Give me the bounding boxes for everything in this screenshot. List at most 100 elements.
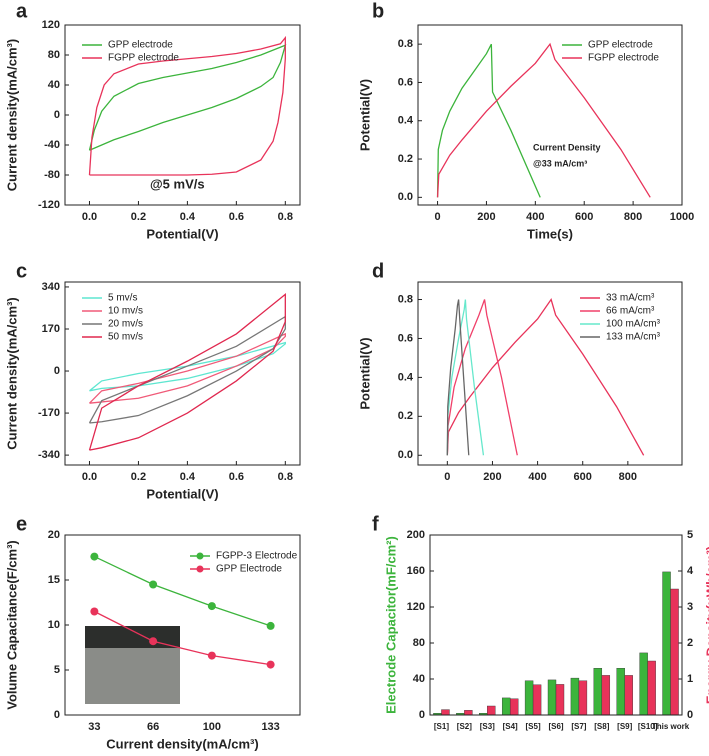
bar — [441, 709, 450, 716]
bar — [593, 668, 603, 716]
y2-tick-label: 3 — [687, 601, 693, 613]
y-tick-label: 10 — [48, 619, 60, 631]
x-tick-label: 400 — [526, 211, 544, 223]
y-axis-title: Electrode Capacitor(mF/cm²) — [383, 536, 398, 714]
y-tick-label: -120 — [38, 199, 60, 211]
panel-letter: c — [16, 260, 27, 282]
y-tick-label: 120 — [407, 601, 425, 613]
y-tick-label: 0.4 — [398, 371, 414, 383]
panel-letter: b — [372, 0, 384, 22]
series-line — [89, 332, 286, 404]
y-tick-label: 0.0 — [398, 449, 413, 461]
bar — [639, 652, 648, 716]
y-tick-label: 40 — [413, 673, 425, 685]
y-tick-label: 0.6 — [398, 332, 413, 344]
y-tick-label: 0.2 — [398, 153, 413, 165]
x-tick-label: [S10] — [638, 722, 658, 731]
x-tick-label: 600 — [575, 211, 593, 223]
x-tick-label: [S3] — [480, 722, 495, 731]
bar — [501, 697, 511, 716]
y-axis-title: Volume Capacitance(F/cm³) — [4, 540, 19, 710]
annotation: @5 mV/s — [150, 176, 205, 191]
x-tick-label: This work — [652, 722, 690, 731]
x-tick-label: 0.2 — [131, 211, 146, 223]
x-tick-label: 200 — [483, 471, 501, 483]
series-line — [446, 299, 470, 456]
y-tick-label: 0.8 — [398, 38, 413, 50]
x-tick-label: [S7] — [571, 722, 586, 731]
annotation: @33 mA/cm³ — [533, 158, 587, 168]
series-line — [94, 556, 271, 627]
legend-label: FGPP electrode — [108, 53, 179, 64]
x-axis-title: Potential(V) — [146, 486, 218, 501]
legend-label: 100 mA/cm³ — [606, 319, 661, 330]
marker — [207, 602, 216, 611]
x-axis-title: Potential(V) — [146, 226, 218, 241]
series-line — [88, 44, 287, 151]
y-tick-label: 0.8 — [398, 293, 413, 305]
y-tick-label: 120 — [42, 19, 60, 31]
legend-label: 50 mv/s — [108, 332, 143, 343]
x-tick-label: 0.4 — [180, 471, 196, 483]
bar — [624, 675, 633, 716]
x-tick-label: 800 — [619, 471, 637, 483]
y-tick-label: 160 — [407, 565, 425, 577]
legend-label: 33 mA/cm³ — [606, 293, 655, 304]
y2-axis-title: Energy Density(uWh/cm²) — [703, 546, 709, 704]
bar — [616, 668, 625, 716]
y2-tick-label: 1 — [687, 673, 693, 685]
legend-label: GPP electrode — [588, 40, 653, 51]
plot-frame — [64, 24, 301, 206]
y-tick-label: -40 — [44, 139, 60, 151]
x-tick-label: 0.8 — [278, 471, 293, 483]
x-tick-label: 133 — [261, 721, 279, 733]
plot-frame — [64, 281, 301, 466]
y-axis-title: Potential(V) — [357, 337, 372, 409]
plot-frame — [429, 534, 683, 716]
x-tick-label: 0.0 — [82, 211, 97, 223]
x-tick-label: 800 — [624, 211, 642, 223]
x-tick-label: 0.2 — [131, 471, 146, 483]
marker — [266, 621, 275, 630]
legend-label: GPP electrode — [108, 40, 173, 51]
series-line — [436, 42, 651, 198]
bar — [647, 660, 656, 716]
x-tick-label: 200 — [477, 211, 495, 223]
x-tick-label: 0.6 — [229, 211, 244, 223]
bar — [570, 677, 580, 716]
y-tick-label: -340 — [38, 449, 60, 461]
y-tick-label: 15 — [48, 574, 60, 586]
x-tick-label: 0.6 — [229, 471, 244, 483]
legend-label: 5 mv/s — [108, 293, 137, 304]
y-tick-label: 0 — [54, 109, 60, 121]
series-line — [88, 35, 286, 176]
y2-tick-label: 0 — [687, 709, 693, 721]
plot-frame — [417, 281, 683, 466]
y-tick-label: 0 — [54, 709, 60, 721]
annotation: Current Density — [533, 142, 601, 152]
x-tick-label: 66 — [147, 721, 159, 733]
bar — [487, 705, 496, 716]
marker — [90, 607, 99, 616]
x-tick-label: 600 — [574, 471, 592, 483]
marker — [149, 580, 158, 589]
legend-label: 10 mv/s — [108, 306, 143, 317]
x-tick-label: 0 — [434, 211, 440, 223]
plot-frame — [64, 534, 301, 716]
y-tick-label: 0.4 — [398, 115, 414, 127]
y-tick-label: 0.0 — [398, 191, 413, 203]
panel-letter: a — [16, 0, 28, 22]
legend-marker — [196, 565, 204, 573]
series-line — [446, 299, 485, 456]
marker — [149, 637, 158, 646]
y-tick-label: 0 — [419, 709, 425, 721]
y2-tick-label: 4 — [687, 565, 694, 577]
x-tick-label: [S1] — [434, 722, 449, 731]
series-line — [88, 293, 286, 451]
legend-label: FGPP electrode — [588, 53, 659, 64]
bar — [555, 684, 565, 716]
y-tick-label: 40 — [48, 79, 60, 91]
x-tick-label: 33 — [88, 721, 100, 733]
y-axis-title: Current density(mA/cm³) — [4, 39, 19, 191]
panel-letter: e — [16, 513, 27, 535]
